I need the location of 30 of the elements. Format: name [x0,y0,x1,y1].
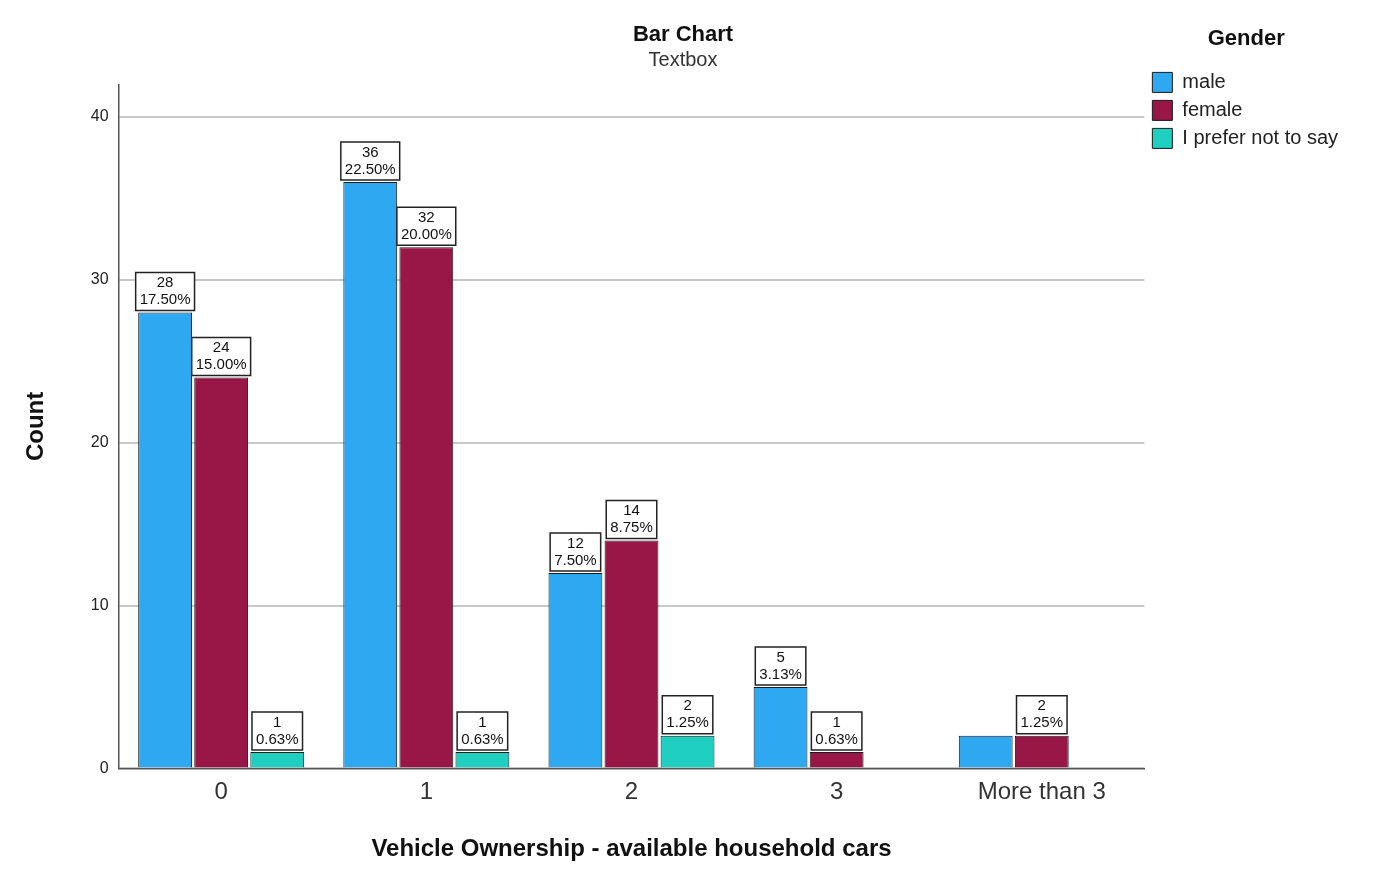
data-label: 14 8.75% [610,501,653,536]
x-tick-label: 1 [419,777,434,805]
legend-label: female [1182,97,1243,120]
chart-title: Bar Chart [632,21,734,47]
y-axis-title: Count [21,391,49,462]
data-label: 1 0.63% [461,712,504,747]
x-tick-label: More than 3 [977,777,1106,805]
x-tick-label: 2 [624,777,639,805]
data-label: 2 1.25% [1020,696,1064,731]
legend-title: Gender [1207,25,1286,51]
data-label: 24 15.00% [195,338,247,373]
legend-label: I prefer not to say [1182,125,1339,148]
legend-label: male [1182,69,1226,92]
y-tick-label: 0 [99,758,109,776]
y-tick-label: 10 [90,595,109,613]
y-tick-label: 40 [90,107,109,125]
data-label: 1 0.63% [255,712,299,747]
chart-subtitle: Textbox [648,47,718,70]
y-tick-label: 20 [90,433,109,451]
x-tick-label: 0 [214,777,228,805]
data-label: 28 17.50% [139,273,191,308]
y-tick-label: 30 [90,270,109,288]
x-tick-label: 3 [829,777,844,805]
data-label: 5 3.13% [759,647,802,682]
data-label: 12 7.50% [554,533,597,568]
data-label: 32 20.00% [400,207,452,242]
data-label: 2 1.25% [666,696,709,731]
data-label: 36 22.50% [344,142,396,177]
data-label: 1 0.63% [815,712,858,747]
x-axis-title: Vehicle Ownership - available household cars [371,834,892,862]
